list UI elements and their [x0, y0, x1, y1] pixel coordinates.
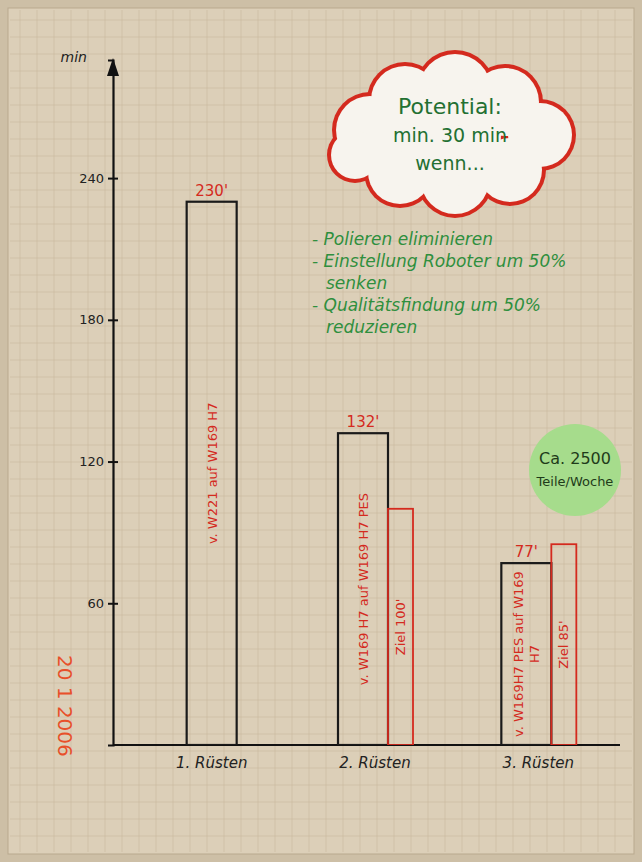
y-tick-mark [108, 319, 118, 321]
paper-line [10, 71, 632, 72]
paper-line [10, 411, 632, 412]
paper-line [10, 54, 632, 55]
paper-line [10, 734, 632, 735]
y-tick: 240 [79, 171, 118, 186]
data-label: 132' [347, 413, 380, 431]
y-tick-label: 180 [79, 312, 104, 327]
badge-text: Teile/Woche [536, 474, 614, 489]
bullet-text: - Polieren eliminieren [312, 229, 493, 249]
paper-line [10, 666, 632, 667]
paper-line [10, 513, 632, 514]
paper-line [10, 581, 632, 582]
badge [529, 424, 621, 516]
paper-line [10, 224, 632, 225]
paper-line [173, 10, 174, 852]
paper-line [105, 10, 106, 852]
paper-line [10, 819, 632, 820]
paper-line [10, 207, 632, 208]
y-tick-mark [108, 603, 118, 605]
bar-text: v. W169 H7 auf W169 H7 PES [356, 493, 371, 685]
paper-line [122, 10, 123, 852]
paper-line [10, 615, 632, 616]
x-tick: 1. Rüsten [176, 754, 247, 772]
paper-line [615, 10, 616, 852]
target-bar [388, 509, 413, 745]
paper-line [10, 785, 632, 786]
paper-line [224, 10, 225, 852]
paper-line [10, 275, 632, 276]
bullet-text: - Einstellung Roboter um 50%senken [312, 251, 566, 293]
paper-line [10, 547, 632, 548]
paper-line [309, 10, 310, 852]
bars [187, 202, 577, 745]
paper-line [258, 10, 259, 852]
y-tick: 60 [87, 596, 118, 611]
cloud [327, 50, 576, 218]
bullet-text: - Qualitätsfindung um 50%reduzieren [312, 295, 541, 337]
y-axis-line [108, 61, 114, 746]
paper-line [10, 632, 632, 633]
paper-line [10, 343, 632, 344]
y-tick-label: 60 [87, 596, 104, 611]
x-tick: 2. Rüsten [339, 754, 410, 772]
paper-line [292, 10, 293, 852]
x-tick-label: 3. Rüsten [503, 754, 574, 772]
target-bar [551, 544, 576, 745]
paper-line [10, 751, 632, 752]
y-tick: 180 [79, 312, 118, 327]
paper-line [10, 683, 632, 684]
paper-line [10, 360, 632, 361]
bar-text: v. W169H7 PES auf W169H7 [511, 571, 542, 737]
paper-squares [10, 10, 632, 852]
cloud-text: min. 30 min [393, 124, 507, 146]
data-label: Ziel 100' [393, 599, 408, 656]
paper-line [10, 700, 632, 701]
data-label: 230' [195, 182, 228, 200]
bar-text: v. W221 auf W169 H7 [204, 403, 219, 545]
paper-line [10, 20, 632, 21]
bar [501, 563, 551, 745]
paper-line [156, 10, 157, 852]
paper-line [10, 717, 632, 718]
paper-line [190, 10, 191, 852]
cloud-fill [331, 131, 379, 179]
bar [187, 202, 237, 745]
y-tick-mark [108, 461, 118, 463]
paper-line [10, 802, 632, 803]
data-label: 77' [515, 543, 538, 561]
x-tick: 3. Rüsten [503, 754, 574, 772]
paper-line [139, 10, 140, 852]
paper-line [10, 836, 632, 837]
paper-line [275, 10, 276, 852]
paper-line [10, 292, 632, 293]
paper-line [20, 10, 21, 852]
paper-line [241, 10, 242, 852]
paper-line [10, 37, 632, 38]
x-tick-label: 2. Rüsten [339, 754, 410, 772]
x-tick-label: 1. Rüsten [176, 754, 247, 772]
paper [8, 8, 634, 854]
bar-texts: 230' v. W221 auf W169 H7 132' v. W169 H7 au… [195, 182, 571, 737]
paper-line [326, 10, 327, 852]
y-tick: 120 [79, 454, 118, 469]
date-stamp: 20 1 2006 [53, 655, 77, 757]
y-axis-title: min [61, 49, 87, 65]
cloud-text: wenn... [415, 152, 484, 174]
y-tick-label: 120 [79, 454, 104, 469]
bar [338, 433, 388, 745]
x-axis: 1. Rüsten 2. Rüsten 3. Rüsten [113, 745, 620, 772]
paper-line [10, 377, 632, 378]
cloud-text: Potential: [398, 94, 502, 119]
paper-line [10, 428, 632, 429]
y-axis: 60 120 180 240 [79, 61, 118, 746]
paper-line [10, 394, 632, 395]
paper-line [37, 10, 38, 852]
y-tick-label: 240 [79, 171, 104, 186]
paper-line [88, 10, 89, 852]
badge-text: Ca. 2500 [539, 449, 611, 468]
paper-line [10, 530, 632, 531]
y-tick-mark [108, 178, 118, 180]
y-axis-arrow [107, 58, 119, 76]
data-label: Ziel 85' [556, 620, 571, 668]
